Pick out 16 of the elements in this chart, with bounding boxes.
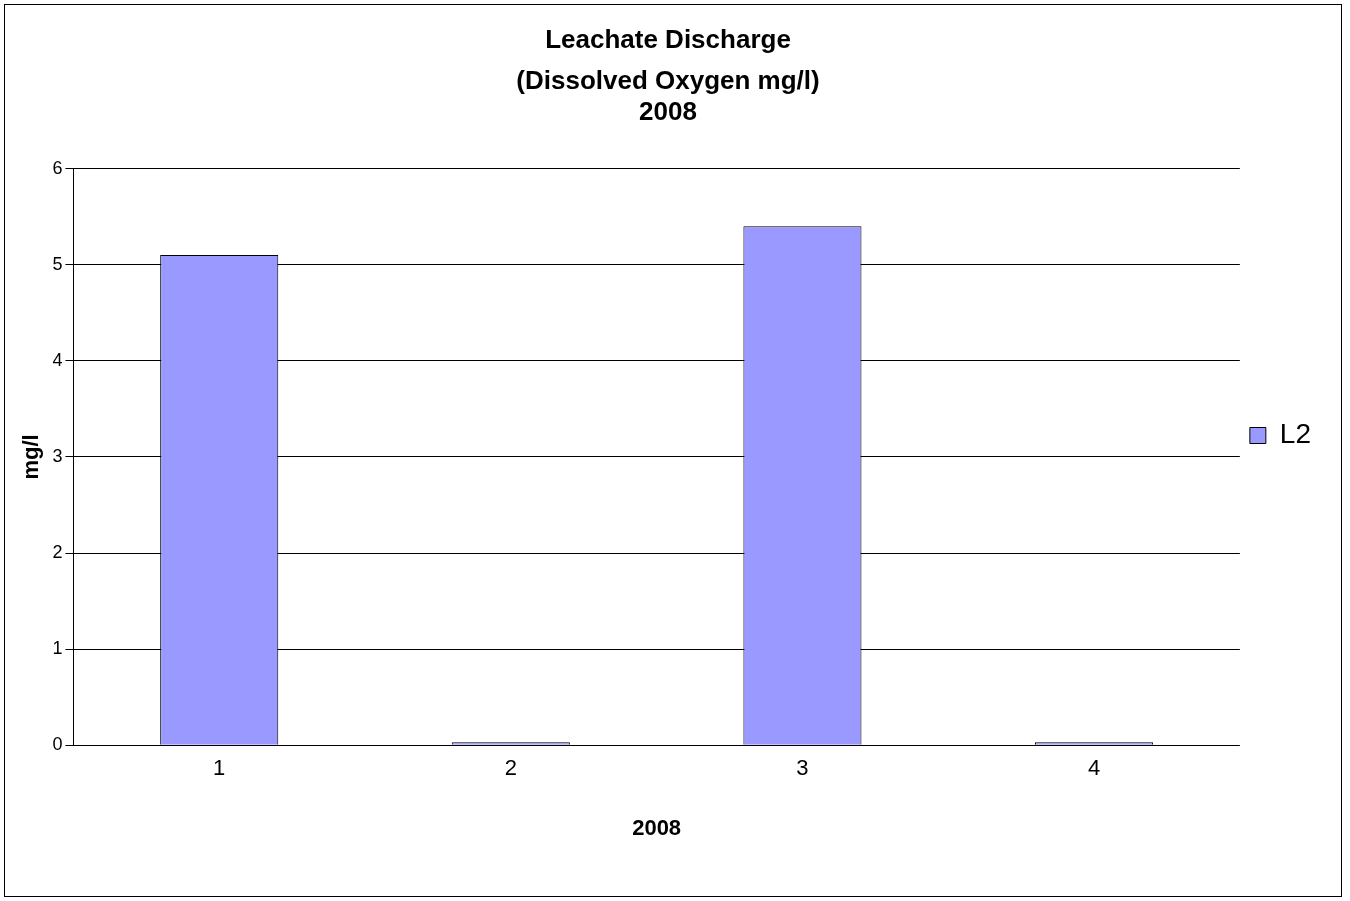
y-tick-label: 4 <box>52 349 63 370</box>
x-tick-label: 1 <box>213 755 226 781</box>
y-axis-title: mg/l <box>18 434 44 480</box>
x-tick-label: 4 <box>1087 755 1101 781</box>
y-tick-label: 5 <box>52 253 63 274</box>
x-tick-label: 2 <box>504 755 517 781</box>
chart-subtitle: (Dissolved Oxygen mg/l) 2008 <box>516 64 820 127</box>
legend-label: L2 <box>1279 418 1312 450</box>
x-tick-label: 3 <box>796 755 809 781</box>
y-tick-label: 2 <box>52 541 63 562</box>
chart-title: Leachate Discharge <box>545 23 791 54</box>
y-tick-label: 0 <box>52 734 63 755</box>
y-tick-label: 1 <box>52 638 63 659</box>
y-tick-label: 3 <box>52 445 63 466</box>
x-axis-title: 2008 <box>632 814 682 840</box>
y-tick-label: 6 <box>52 157 63 178</box>
